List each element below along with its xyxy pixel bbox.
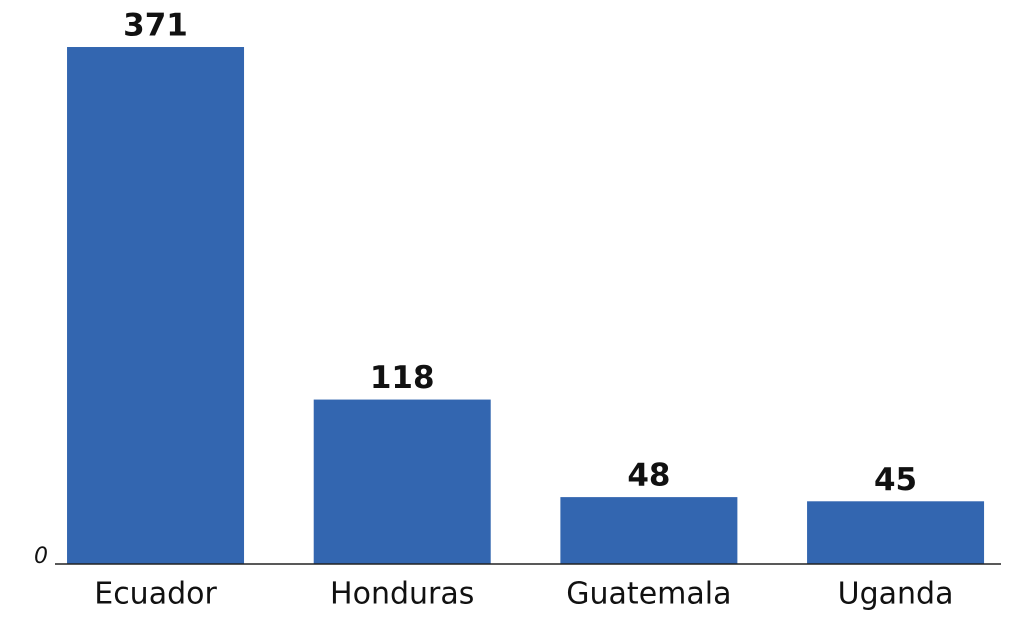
x-tick-label: Ecuador (94, 577, 217, 612)
x-tick-label: Honduras (330, 577, 474, 612)
x-tick-label: Uganda (838, 577, 954, 612)
x-tick-label: Guatemala (566, 577, 731, 612)
y-tick-label: 0 (34, 544, 48, 569)
value-label: 371 (123, 8, 188, 44)
bar (313, 399, 491, 564)
bar (67, 47, 245, 565)
bar (807, 501, 985, 564)
bar (560, 497, 738, 564)
value-label: 118 (370, 360, 435, 396)
value-label: 45 (874, 462, 917, 498)
value-label: 48 (627, 458, 670, 494)
